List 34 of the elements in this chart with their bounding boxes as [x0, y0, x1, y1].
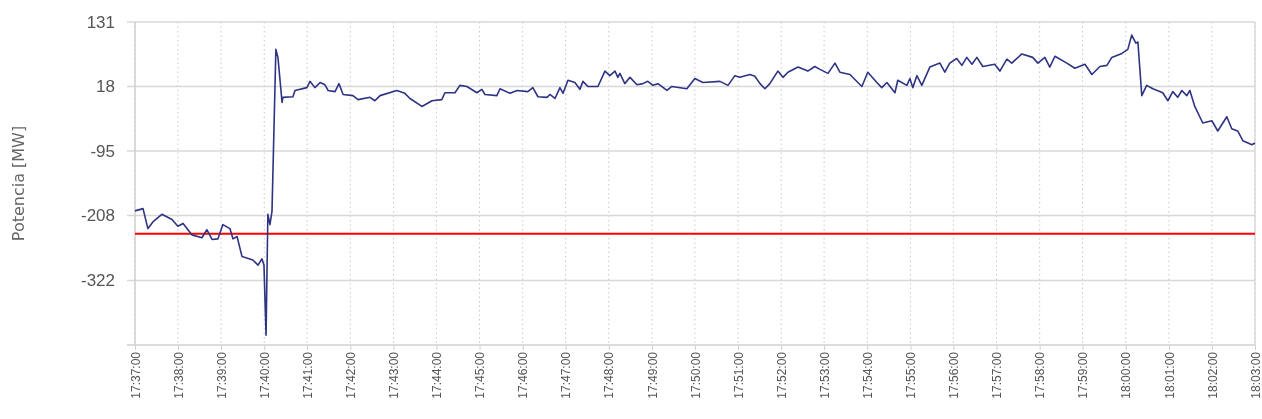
x-tick-label: 18:00:00: [1119, 351, 1134, 399]
y-axis-title: Potencia [MW]: [9, 125, 28, 242]
y-tick-label: -322: [80, 271, 115, 291]
y-tick-label: -208: [80, 206, 115, 226]
y-tick-label: -95: [90, 141, 115, 161]
x-tick-label: 17:57:00: [990, 351, 1005, 399]
x-tick-label: 17:54:00: [860, 351, 875, 399]
x-tick-label: 17:55:00: [904, 351, 919, 399]
x-tick-label: 17:52:00: [774, 351, 789, 399]
x-tick-label: 17:51:00: [731, 351, 746, 399]
y-tick-label: 18: [96, 77, 115, 97]
x-tick-label: 18:03:00: [1248, 351, 1262, 399]
line-series: [134, 34, 1256, 337]
x-tick-label: 17:59:00: [1076, 351, 1091, 399]
x-tick-label: 18:02:00: [1205, 351, 1220, 399]
x-tick-label: 17:46:00: [516, 351, 531, 399]
x-tick-label: 17:44:00: [430, 351, 445, 399]
x-tick-label: 17:42:00: [344, 351, 359, 399]
x-tick-label: 17:58:00: [1033, 351, 1048, 399]
x-tick-label: 18:01:00: [1162, 351, 1177, 399]
x-tick-label: 17:41:00: [300, 351, 315, 399]
x-tick-label: 17:45:00: [473, 351, 488, 399]
x-tick-label: 17:40:00: [257, 351, 272, 399]
x-tick-label: 17:37:00: [128, 351, 143, 399]
y-tick-label: 131: [86, 12, 115, 32]
x-tick-label: 17:53:00: [817, 351, 832, 399]
x-tick-label: 17:39:00: [214, 351, 229, 399]
x-tick-label: 17:43:00: [387, 351, 402, 399]
x-tick-label: 17:38:00: [171, 351, 186, 399]
x-tick-label: 17:48:00: [602, 351, 617, 399]
x-tick-label: 17:56:00: [947, 351, 962, 399]
x-tick-label: 17:50:00: [688, 351, 703, 399]
x-tick-label: 17:49:00: [645, 351, 660, 399]
x-tick-label: 17:47:00: [559, 351, 574, 399]
